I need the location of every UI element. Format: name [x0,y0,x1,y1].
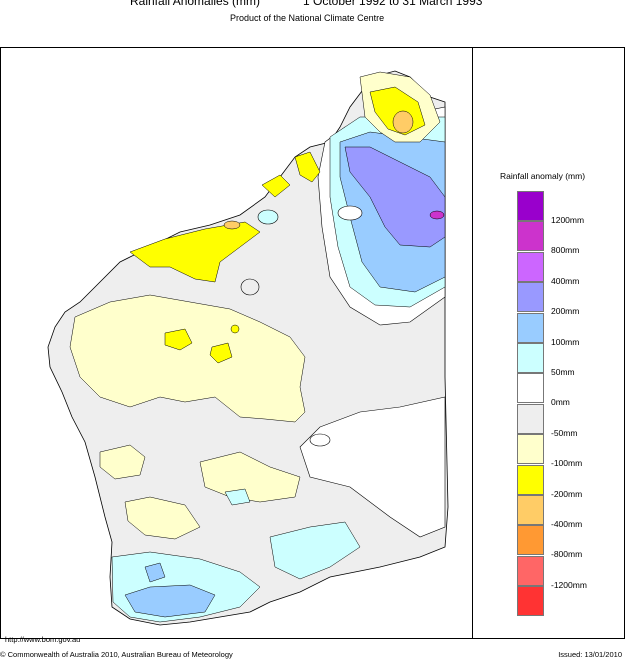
legend-divider [472,47,473,639]
legend-swatch [517,555,544,586]
contour-central-south [309,433,331,447]
zone-minus100-south-east [199,451,301,503]
contour-northwest-coast [257,209,279,225]
zone-minus100-coast-west [261,174,291,198]
legend-swatch [517,251,544,282]
legend-label: 50mm [551,367,575,377]
legend-swatch [517,312,544,343]
legend-label: 200mm [551,306,580,317]
legend-swatch [517,586,544,617]
legend-label: 1200mm [551,215,585,225]
zone-minus200-interior-1 [164,328,193,351]
legend-swatch [517,434,544,465]
rainfall-anomaly-map [47,70,449,626]
zone-400mm-spot [429,210,445,220]
map-title: Rainfall Anomalies (mm) [130,0,261,8]
zone-minus400-pilbara [223,220,241,230]
zone-minus100-south-west [124,496,201,540]
legend-swatch [517,373,544,404]
footer-copyright: © Commonwealth of Australia 2010, Austra… [0,650,233,659]
footer-url[interactable]: http://www.bom.gov.au [5,635,81,644]
legend-label: 800mm [551,245,580,256]
zone-minus200-interior-3 [230,324,240,334]
map-frame [0,47,625,639]
legend-label: -50mm [551,427,578,438]
legend-swatch [517,525,544,556]
legend-title: Rainfall anomaly (mm) [500,171,586,181]
legend-swatch [517,282,544,313]
zone-minus200-kimberley-coast [294,151,321,183]
legend-label: -400mm [551,519,583,529]
zone-minus100-south-central [99,444,146,480]
zone-200mm-north [344,146,446,248]
legend-label: -200mm [551,488,583,499]
legend-label: 400mm [551,275,580,286]
map-subtitle: Product of the National Climate Centre [230,13,385,23]
legend-label: -800mm [551,549,583,560]
legend-swatch [517,495,544,525]
zone-minus200-interior-2 [209,342,233,364]
zone-minus400-spot [392,110,414,134]
legend-swatch [517,464,544,495]
contour-north-interior [337,205,363,221]
legend-swatch [517,221,544,252]
legend-label: 0mm [551,397,570,408]
zone-minus200-pilbara-coast [129,221,261,283]
footer-issued-date: Issued: 13/01/2010 [558,650,622,659]
legend-label: -100mm [551,458,583,469]
zone-0mm-southeast [299,396,446,538]
zone-minus100-interior [69,294,306,423]
zone-50mm-south-coast [269,521,361,580]
zone-50mm-south-small [224,488,251,506]
zone-100mm-southwest [144,562,166,583]
map-period: 1 October 1992 to 31 March 1993 [303,0,483,8]
legend-swatch [517,343,544,373]
legend-label: 100mm [551,336,580,347]
legend-label: -1200mm [551,579,587,590]
zone-100mm-south-coast [124,584,216,618]
contour-pilbara [240,278,260,296]
legend-swatch [517,191,544,221]
legend-swatch [517,403,544,434]
